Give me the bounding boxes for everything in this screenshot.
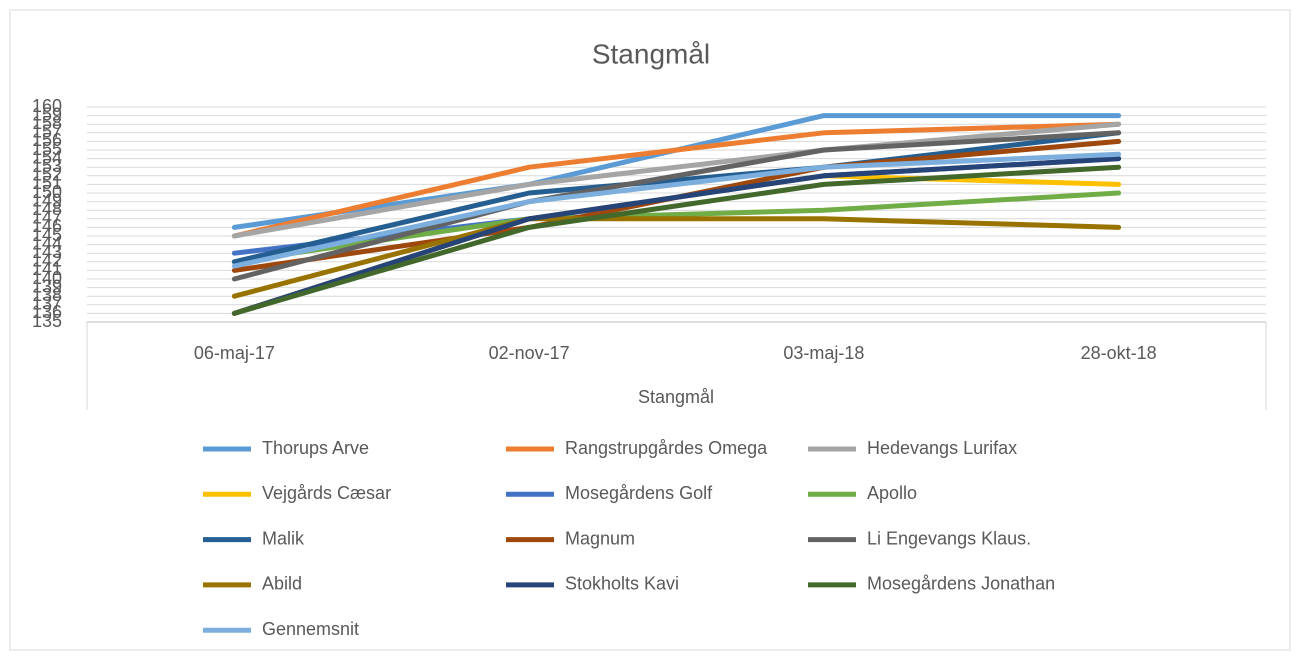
y-tick-label: 150	[32, 182, 62, 202]
y-tick-label: 135	[32, 311, 62, 331]
legend-label: Mosegårdens Jonathan	[867, 574, 1055, 594]
y-tick-label: 138	[32, 285, 62, 305]
x-tick-label: 06-maj-17	[194, 343, 275, 363]
chart-title: Stangmål	[592, 38, 710, 69]
y-tick-label: 143	[32, 242, 62, 262]
y-tick-label: 139	[32, 276, 62, 296]
chart-frame	[9, 9, 1291, 651]
y-tick-label: 154	[32, 147, 62, 167]
legend-label: Thorups Arve	[262, 438, 369, 458]
y-tick-label: 152	[32, 165, 62, 185]
y-tick-label: 146	[32, 216, 62, 236]
y-tick-label: 157	[32, 122, 62, 142]
y-tick-label: 149	[32, 190, 62, 210]
series-line	[231, 156, 1122, 316]
y-tick-label: 151	[32, 173, 62, 193]
legend-label: Magnum	[565, 528, 635, 548]
y-tick-label: 155	[32, 139, 62, 159]
legend-label: Vejgårds Cæsar	[262, 483, 391, 503]
y-tick-label: 160	[32, 96, 62, 116]
x-tick-label: 28-okt-18	[1081, 343, 1157, 363]
x-tick-label: 02-nov-17	[489, 343, 570, 363]
legend-label: Abild	[262, 574, 302, 594]
legend-label: Gennemsnit	[262, 619, 359, 639]
series-line	[231, 121, 1122, 239]
legend-label: Rangstrupgårdes Omega	[565, 438, 768, 458]
series-line	[231, 130, 1122, 265]
y-tick-label: 153	[32, 156, 62, 176]
y-tick-label: 158	[32, 113, 62, 133]
y-tick-label: 144	[32, 233, 62, 253]
legend-label: Stokholts Kavi	[565, 574, 679, 594]
x-tick-label: 03-maj-18	[783, 343, 864, 363]
legend-label: Hedevangs Lurifax	[867, 438, 1017, 458]
legend-label: Li Engevangs Klaus.	[867, 528, 1031, 548]
series-line	[231, 130, 1122, 282]
y-tick-label: 142	[32, 251, 62, 271]
y-tick-label: 141	[32, 259, 62, 279]
y-tick-label: 140	[32, 268, 62, 288]
legend-label: Mosegårdens Golf	[565, 483, 713, 503]
y-tick-label: 148	[32, 199, 62, 219]
y-tick-label: 136	[32, 302, 62, 322]
x-axis-title: Stangmål	[638, 387, 714, 407]
series-line	[231, 216, 1122, 299]
series-line	[231, 151, 1122, 269]
series-line	[231, 164, 1122, 316]
y-tick-label: 145	[32, 225, 62, 245]
y-tick-label: 159	[32, 104, 62, 124]
legend-label: Apollo	[867, 483, 917, 503]
y-tick-label: 156	[32, 130, 62, 150]
y-tick-label: 147	[32, 208, 62, 228]
series-line	[231, 121, 1122, 239]
legend-label: Malik	[262, 528, 305, 548]
y-tick-label: 137	[32, 294, 62, 314]
